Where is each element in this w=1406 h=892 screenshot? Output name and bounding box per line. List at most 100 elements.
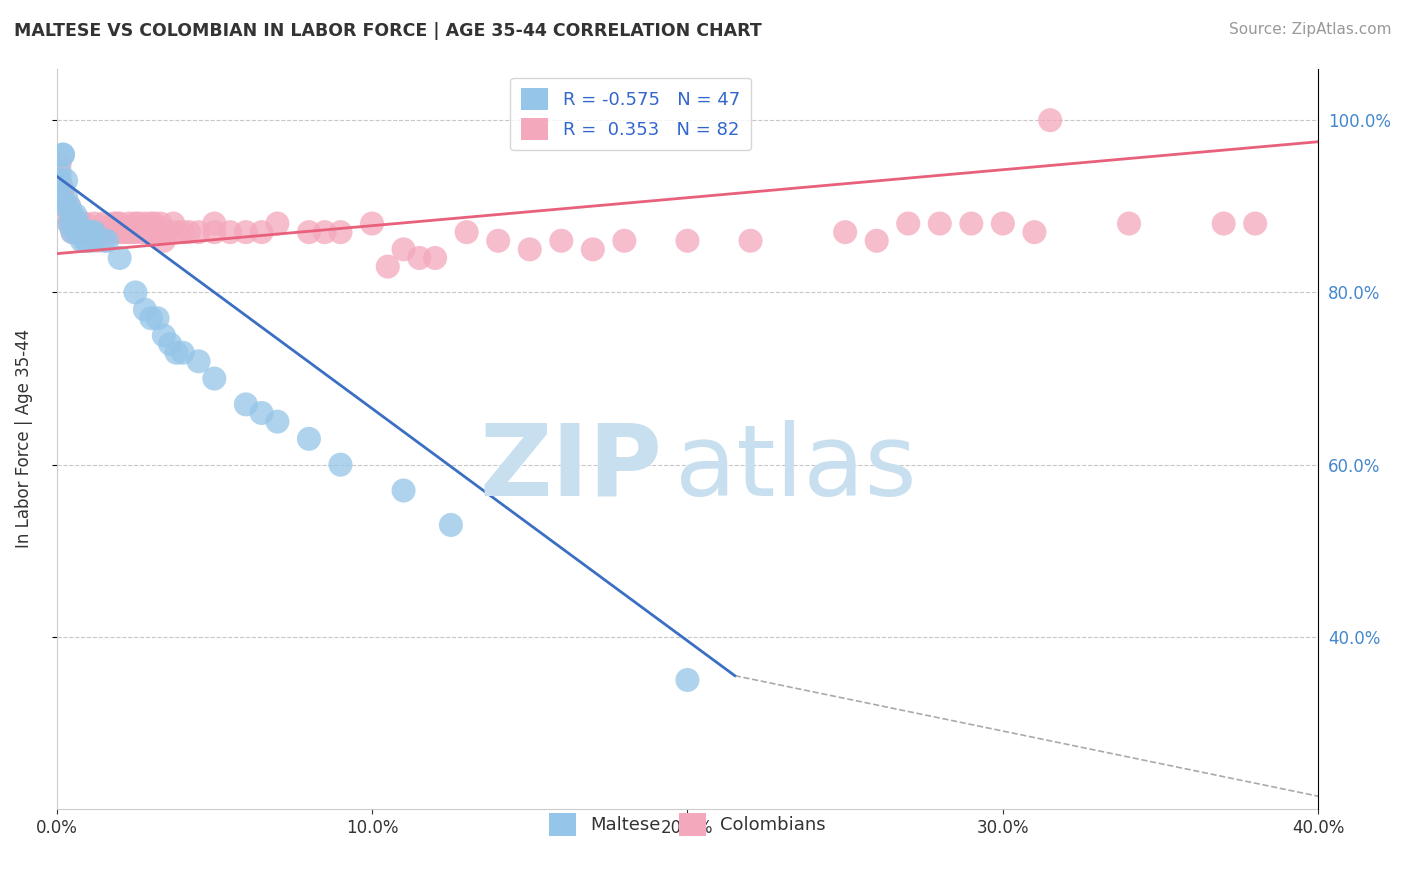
Point <box>834 225 856 239</box>
Point <box>52 191 75 205</box>
Point <box>408 251 430 265</box>
Point <box>67 217 90 231</box>
Point <box>60 225 83 239</box>
Point <box>65 217 87 231</box>
Point <box>202 217 225 231</box>
Point <box>613 234 636 248</box>
Point <box>118 225 141 239</box>
Point <box>60 208 83 222</box>
Point <box>80 225 103 239</box>
Point <box>52 182 75 196</box>
Legend: Maltese, Colombians: Maltese, Colombians <box>540 805 835 845</box>
Point <box>83 217 105 231</box>
Point <box>250 406 273 420</box>
Point <box>70 234 93 248</box>
Point <box>250 225 273 239</box>
Point <box>80 225 103 239</box>
Point <box>187 225 209 239</box>
Point <box>141 311 163 326</box>
Point <box>153 234 176 248</box>
Point <box>115 225 138 239</box>
Point <box>159 337 181 351</box>
Point <box>519 243 541 257</box>
Point <box>456 225 478 239</box>
Point <box>118 217 141 231</box>
Point <box>202 225 225 239</box>
Point <box>134 225 156 239</box>
Point <box>329 458 352 472</box>
Point <box>65 208 87 222</box>
Point <box>77 234 100 248</box>
Point <box>93 217 115 231</box>
Point <box>486 234 509 248</box>
Point <box>162 217 184 231</box>
Point <box>49 156 72 170</box>
Point <box>219 225 242 239</box>
Point <box>676 234 699 248</box>
Point <box>55 191 77 205</box>
Point <box>1039 113 1062 128</box>
Point <box>314 225 336 239</box>
Point <box>440 518 463 533</box>
Point <box>58 199 80 213</box>
Point <box>55 199 77 213</box>
Point <box>676 673 699 687</box>
Point <box>141 217 163 231</box>
Point <box>60 225 83 239</box>
Point <box>131 225 153 239</box>
Point <box>86 234 108 248</box>
Point <box>108 217 131 231</box>
Point <box>80 234 103 248</box>
Point <box>73 234 96 248</box>
Point <box>235 225 257 239</box>
Point <box>67 225 90 239</box>
Point <box>136 225 159 239</box>
Point <box>86 225 108 239</box>
Point <box>103 217 125 231</box>
Point <box>960 217 983 231</box>
Point <box>146 225 169 239</box>
Point <box>143 217 166 231</box>
Text: ZIP: ZIP <box>479 420 662 517</box>
Point <box>172 345 194 359</box>
Point <box>361 217 384 231</box>
Point <box>96 234 118 248</box>
Point <box>70 217 93 231</box>
Point <box>108 251 131 265</box>
Point <box>1212 217 1234 231</box>
Point <box>141 225 163 239</box>
Point <box>77 225 100 239</box>
Point <box>105 217 128 231</box>
Point <box>98 225 121 239</box>
Point <box>121 225 143 239</box>
Point <box>60 208 83 222</box>
Point <box>392 243 415 257</box>
Point <box>55 199 77 213</box>
Point <box>73 217 96 231</box>
Point <box>124 217 146 231</box>
Point <box>124 225 146 239</box>
Point <box>93 225 115 239</box>
Point <box>77 225 100 239</box>
Point <box>90 225 112 239</box>
Point <box>1244 217 1267 231</box>
Point <box>928 217 950 231</box>
Point <box>103 225 125 239</box>
Point <box>235 397 257 411</box>
Point <box>582 243 605 257</box>
Point <box>166 225 188 239</box>
Point <box>153 225 176 239</box>
Point <box>73 225 96 239</box>
Point <box>58 199 80 213</box>
Point <box>77 225 100 239</box>
Y-axis label: In Labor Force | Age 35-44: In Labor Force | Age 35-44 <box>15 329 32 549</box>
Point <box>991 217 1014 231</box>
Point <box>298 432 321 446</box>
Point <box>329 225 352 239</box>
Point <box>392 483 415 498</box>
Point <box>202 371 225 385</box>
Point <box>60 217 83 231</box>
Point <box>156 225 179 239</box>
Point <box>49 173 72 187</box>
Point <box>377 260 399 274</box>
